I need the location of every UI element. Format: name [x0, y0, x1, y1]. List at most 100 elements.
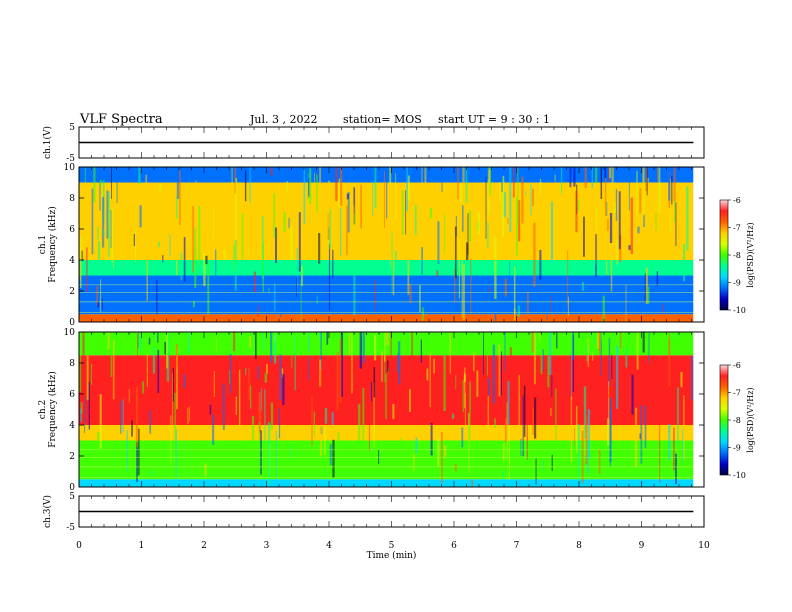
spectrogram-streak — [159, 183, 162, 191]
spectrogram-streak — [257, 366, 260, 380]
spectrogram-streak — [526, 424, 528, 460]
spectrogram-streak — [166, 332, 168, 369]
spectrogram-streak — [555, 388, 557, 449]
spectrogram-streak — [275, 227, 278, 264]
spectrogram-streak — [609, 213, 613, 243]
spectrogram-streak — [346, 205, 348, 256]
spectrogram-streak — [534, 397, 537, 439]
spectrogram-streak — [463, 367, 466, 409]
y-axis-label: ch.2 — [38, 400, 48, 419]
spectrogram-streak — [414, 204, 417, 235]
spectrogram-streak — [136, 442, 138, 482]
spectrogram-streak — [373, 367, 376, 398]
spectrogram-streak — [112, 339, 115, 400]
spectrogram-streak — [469, 381, 471, 414]
spectrogram-streak — [670, 178, 672, 234]
spectrogram-streak — [308, 332, 310, 352]
colorbar-tick-label: -10 — [733, 306, 746, 315]
y-axis-label: Frequency (kHz) — [47, 371, 58, 448]
spectrogram-streak — [409, 283, 412, 304]
spectrogram-streak — [152, 346, 156, 374]
spectrogram-streak — [138, 332, 140, 349]
spectrogram-streak — [385, 373, 387, 420]
spectrogram-streak — [494, 418, 496, 428]
spectrogram-streak — [282, 374, 285, 405]
spectrogram-streak — [645, 167, 648, 191]
spectrogram-streak — [600, 332, 602, 376]
spectrogram-streak — [187, 332, 190, 354]
spectrogram-streak — [300, 280, 302, 320]
spectrogram-streak — [457, 167, 459, 200]
spectrogram-streak — [296, 248, 298, 293]
spectrogram-streak — [91, 188, 94, 255]
spectrogram-streak — [174, 392, 176, 458]
spectrogram-streak — [353, 205, 355, 227]
spectrogram-streak — [504, 332, 506, 372]
spectrogram-streak — [169, 234, 171, 257]
y-tick-label: -5 — [66, 154, 75, 164]
spectrogram-streak — [487, 167, 489, 180]
spectrogram-streak — [469, 210, 472, 242]
spectrogram-streak — [176, 196, 178, 219]
spectrogram-streak — [194, 227, 197, 288]
spectrogram-streak — [192, 206, 194, 273]
spectrogram-streak — [332, 439, 335, 478]
spectrogram-streak — [525, 190, 527, 197]
spectrogram-streak — [424, 167, 427, 196]
spectrogram-streak — [278, 408, 281, 439]
spectrogram-streak — [158, 241, 160, 248]
spectrogram-streak — [656, 167, 659, 182]
spectrogram-streak — [374, 280, 376, 311]
spectrogram-streak — [329, 444, 332, 466]
spectrogram-streak — [176, 168, 180, 199]
spectrogram-streak — [137, 333, 139, 374]
spectrogram-streak — [138, 428, 140, 476]
spectrogram-streak — [79, 237, 82, 288]
spectrogram-streak — [630, 197, 633, 254]
spectrogram-streak — [108, 191, 110, 257]
x-tick-label: 0 — [76, 541, 82, 551]
y-tick-label: 10 — [64, 328, 76, 338]
spectrogram-streak — [213, 370, 215, 398]
spectrogram-streak — [205, 255, 208, 265]
spectrogram-streak — [485, 176, 487, 239]
spectrogram-streak — [405, 190, 407, 235]
spectrogram-streak — [331, 412, 334, 425]
spectrogram-streak — [264, 373, 267, 383]
spectrogram-streak — [400, 437, 403, 445]
x-tick-label: 1 — [139, 541, 145, 551]
spectrogram-streak — [229, 354, 232, 394]
spectrogram-streak — [235, 177, 238, 241]
spectrogram-streak — [540, 202, 543, 248]
spectrogram-streak — [303, 167, 306, 225]
spectrogram-streak — [384, 332, 386, 362]
spectrogram-streak — [461, 254, 463, 318]
spectrogram-streak — [314, 172, 315, 239]
spectrogram-streak — [335, 167, 338, 202]
spectrogram-streak — [99, 394, 102, 449]
spectrogram-streak — [611, 167, 614, 203]
spectrogram-streak — [671, 175, 673, 205]
spectrogram-streak — [421, 167, 423, 183]
spectrogram-streak — [348, 332, 351, 356]
spectrogram-streak — [268, 288, 270, 294]
spectrogram-streak — [477, 211, 481, 235]
spectrogram-streak — [539, 332, 541, 342]
spectrogram-streak — [324, 425, 326, 456]
spectrogram-streak — [658, 167, 661, 213]
spectrogram-streak — [340, 207, 342, 257]
spectrogram-streak — [273, 193, 276, 238]
spectrogram-streak — [547, 355, 550, 388]
spectrogram-streak — [389, 167, 392, 184]
spectrogram-band — [79, 479, 694, 487]
spectrogram-streak — [463, 373, 466, 383]
spectrogram-streak — [647, 286, 650, 305]
spectrogram-streak — [492, 344, 496, 404]
spectrogram-streak — [176, 347, 179, 410]
spectrogram-streak — [270, 402, 274, 430]
spectrogram-streak — [189, 406, 191, 422]
spectrogram-streak — [340, 332, 344, 397]
spectrogram-streak — [311, 396, 313, 447]
spectrogram-streak — [518, 200, 521, 242]
spectrogram-streak — [602, 295, 605, 322]
